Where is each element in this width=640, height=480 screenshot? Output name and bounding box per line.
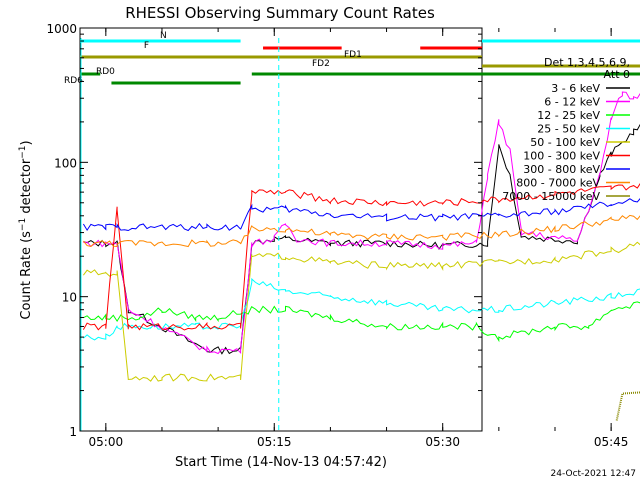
y-tick-label: 1000 <box>46 22 77 36</box>
legend-entry-50-100-kev: 50 - 100 keV <box>530 136 600 149</box>
x-tick-label: 05:30 <box>425 435 460 449</box>
series-line-800-7000-kev <box>83 214 640 248</box>
chart-title: RHESSI Observing Summary Count Rates <box>125 4 435 22</box>
x-axis-label: Start Time (14-Nov-13 04:57:42) <box>175 455 387 470</box>
series-line-25-50-kev <box>83 277 640 341</box>
y-tick-label: 100 <box>54 156 77 170</box>
y-axis-ticks: 1 10 100 1000 <box>46 22 482 439</box>
series-lines <box>82 91 640 421</box>
markers <box>80 38 280 431</box>
state-bar-label-f: F <box>144 41 149 51</box>
state-bar-label-fd2: FD2 <box>312 59 330 69</box>
legend-entry-25-50-kev: 25 - 50 keV <box>537 123 600 136</box>
legend-entry-300-800-kev: 300 - 800 keV <box>523 163 600 176</box>
series-line-12-25-kev <box>83 301 640 343</box>
state-bar-label-n: N <box>160 31 167 41</box>
legend-entry-7000-15000-kev: 7000 - 15000 keV <box>502 190 600 203</box>
plot-area <box>79 27 483 432</box>
legend-entry-12-25-kev: 12 - 25 keV <box>537 109 600 122</box>
x-tick-label: 05:15 <box>257 435 292 449</box>
series-line-7000-15000-kev <box>615 391 640 421</box>
legend-entry-100-300-kev: 100 - 300 keV <box>523 150 600 163</box>
series-line-300-800-kev <box>82 198 640 232</box>
legend-entry-3-6-kev: 3 - 6 keV <box>551 82 600 95</box>
y-axis-label: Count Rate (s−1 detector−1) <box>18 140 34 319</box>
plot-frame <box>79 27 483 432</box>
y-tick-label: 10 <box>62 291 77 305</box>
series-line-100-300-kev <box>82 183 640 331</box>
state-bars: N F FD1 FD2 RD0 RD6 <box>64 31 640 86</box>
series-line-50-100-kev <box>82 241 640 382</box>
legend-entry-800-7000-kev: 800 - 7000 keV <box>516 177 600 190</box>
x-tick-label: 05:45 <box>594 435 629 449</box>
series-line-6-12-kev <box>83 91 640 355</box>
y-tick-label: 1 <box>69 425 77 439</box>
x-tick-label: 05:00 <box>89 435 124 449</box>
footer-timestamp: 24-Oct-2021 12:47 <box>551 469 636 479</box>
state-bar-label-fd1: FD1 <box>344 50 362 60</box>
legend-header-line: Att 0 <box>604 68 630 81</box>
state-bar-label-rd0: RD0 <box>96 67 115 77</box>
legend-header-line: Det 1,3,4,5,6,9, <box>544 56 630 69</box>
legend-entry-6-12-kev: 6 - 12 keV <box>544 96 600 109</box>
state-bar-label-rd6: RD6 <box>64 76 83 86</box>
